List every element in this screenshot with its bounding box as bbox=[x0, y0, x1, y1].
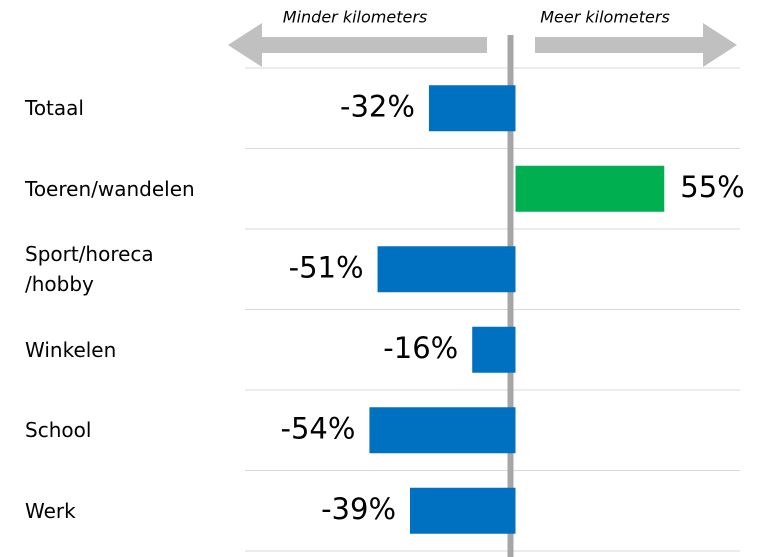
annotation: Minder kilometers bbox=[283, 8, 427, 27]
bar bbox=[515, 165, 665, 212]
value-label: -39% bbox=[321, 492, 396, 526]
category-label: Sport/horeca /hobby bbox=[25, 242, 154, 297]
value-label: -51% bbox=[289, 250, 364, 284]
bar bbox=[472, 326, 516, 373]
bar bbox=[410, 487, 516, 534]
value-label: -32% bbox=[340, 89, 415, 123]
annotation: Meer kilometers bbox=[540, 8, 670, 27]
category-label: Totaal bbox=[25, 96, 84, 121]
value-label: 55% bbox=[680, 170, 744, 204]
value-label: -54% bbox=[281, 411, 356, 445]
bar bbox=[369, 407, 516, 454]
category-label: Toeren/wandelen bbox=[25, 176, 195, 201]
bar bbox=[377, 246, 516, 293]
value-label: -16% bbox=[383, 331, 458, 365]
category-label: Winkelen bbox=[25, 337, 117, 362]
arrow-left bbox=[228, 23, 487, 67]
category-label: Werk bbox=[25, 498, 76, 523]
bar bbox=[428, 85, 516, 132]
arrow-right bbox=[535, 23, 737, 67]
category-label: School bbox=[25, 418, 92, 443]
zero-axis bbox=[507, 35, 514, 557]
